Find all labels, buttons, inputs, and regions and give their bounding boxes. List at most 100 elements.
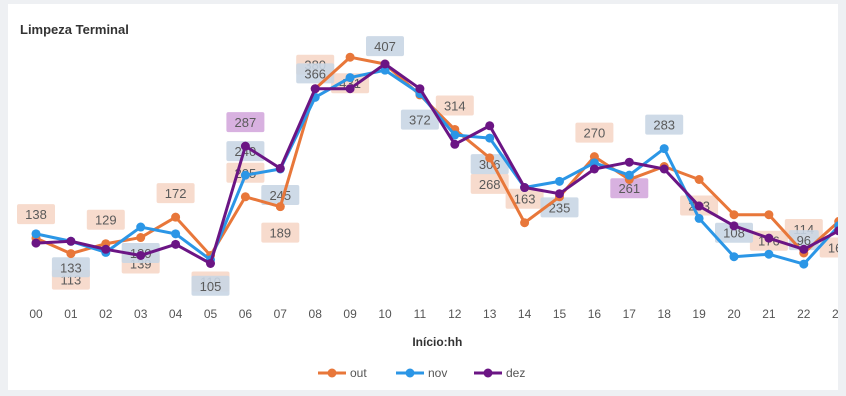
point-nov-19 <box>694 213 704 223</box>
chart-card: Limpeza Terminal 13811312913917211020518… <box>8 4 838 390</box>
point-dez-15 <box>555 189 564 199</box>
point-dez-22 <box>799 244 809 254</box>
point-out-07 <box>275 202 285 212</box>
point-nov-16 <box>589 158 599 168</box>
x-tick-15: 15 <box>553 307 567 321</box>
data-label-box-nov-18 <box>645 114 684 135</box>
data-label-nov-11: 372 <box>409 113 431 128</box>
data-label-out-12: 314 <box>444 98 466 113</box>
data-label-box-nov-10 <box>366 36 404 57</box>
point-nov-13 <box>485 133 495 143</box>
data-label-out-02: 129 <box>95 213 117 228</box>
data-label-nov-07: 245 <box>269 188 291 203</box>
data-label-box-out-16 <box>575 122 614 143</box>
series-line-dez <box>35 62 838 265</box>
point-out-09 <box>345 52 355 62</box>
legend-label-out: out <box>350 366 367 380</box>
x-tick-00: 00 <box>29 307 43 321</box>
data-label-nov-10: 407 <box>374 39 396 54</box>
point-out-16 <box>589 152 599 162</box>
data-label-box-dez-06 <box>226 112 265 133</box>
data-label-dez-06: 287 <box>235 115 257 130</box>
data-label-out-16: 270 <box>584 126 606 141</box>
x-tick-11: 11 <box>414 307 427 321</box>
data-label-box-out-00 <box>17 204 55 225</box>
data-label-nov-08: 366 <box>304 66 326 81</box>
point-dez-03 <box>136 250 146 260</box>
data-label-nov-01: 133 <box>60 260 82 275</box>
legend-marker-dez <box>483 368 493 378</box>
point-dez-12 <box>450 139 460 149</box>
point-dez-14 <box>520 183 530 193</box>
data-label-box-dez-17 <box>610 178 649 199</box>
point-dez-18 <box>659 164 669 174</box>
data-label-out-14: 163 <box>514 192 536 207</box>
point-dez-02 <box>101 244 111 254</box>
legend-marker-nov <box>405 368 415 378</box>
data-label-box-out-13 <box>470 173 509 194</box>
point-dez-16 <box>589 164 599 174</box>
data-label-box-nov-07 <box>261 185 300 205</box>
point-dez-11 <box>415 84 425 94</box>
point-out-19 <box>694 175 704 184</box>
data-label-out-07: 189 <box>269 226 291 241</box>
x-tick-21: 21 <box>762 307 776 321</box>
x-tick-03: 03 <box>134 307 148 321</box>
point-nov-20 <box>729 252 739 262</box>
point-dez-00 <box>31 238 41 248</box>
point-nov-06 <box>240 170 250 180</box>
point-nov-18 <box>659 144 669 154</box>
point-nov-03 <box>136 222 146 232</box>
point-dez-09 <box>345 84 355 94</box>
x-tick-13: 13 <box>483 307 497 321</box>
point-dez-21 <box>764 233 774 243</box>
x-tick-23: 23 <box>832 307 838 321</box>
point-out-20 <box>729 210 739 220</box>
legend-label-nov: nov <box>428 366 447 380</box>
point-dez-06 <box>240 141 250 151</box>
x-tick-01: 01 <box>64 307 78 321</box>
point-out-03 <box>136 233 146 243</box>
point-dez-04 <box>171 239 181 249</box>
point-nov-12 <box>450 130 460 140</box>
x-axis-title: Início:hh <box>412 335 462 349</box>
point-nov-10 <box>380 65 390 75</box>
x-tick-02: 02 <box>99 307 113 321</box>
point-nov-15 <box>555 176 564 186</box>
point-nov-17 <box>624 170 634 180</box>
x-tick-10: 10 <box>378 307 392 321</box>
point-out-06 <box>240 192 250 202</box>
data-label-out-13: 268 <box>479 177 501 192</box>
data-label-nov-05: 105 <box>200 279 222 294</box>
x-tick-22: 22 <box>797 307 811 321</box>
data-label-out-23: 165 <box>828 241 838 256</box>
point-nov-09 <box>345 73 355 83</box>
x-tick-20: 20 <box>727 307 741 321</box>
legend-label-dez: dez <box>506 366 525 380</box>
data-label-box-nov-01 <box>51 257 90 278</box>
point-out-01 <box>66 249 76 259</box>
point-dez-01 <box>66 236 76 246</box>
data-label-box-out-04 <box>156 183 195 204</box>
data-label-nov-20: 108 <box>723 226 745 241</box>
point-dez-10 <box>380 59 390 69</box>
line-chart: 1381131291391721102051893804313142681632… <box>17 36 838 380</box>
data-label-box-out-12 <box>435 95 474 116</box>
x-tick-09: 09 <box>343 307 357 321</box>
point-dez-07 <box>275 163 285 173</box>
point-dez-08 <box>310 84 320 94</box>
x-tick-12: 12 <box>448 307 462 321</box>
point-out-14 <box>520 218 530 228</box>
x-tick-04: 04 <box>169 307 183 321</box>
point-dez-13 <box>485 121 495 131</box>
point-dez-19 <box>694 201 704 211</box>
data-label-box-nov-05 <box>191 275 230 296</box>
point-out-21 <box>764 210 774 220</box>
data-label-box-out-07 <box>261 222 300 243</box>
data-label-nov-22: 96 <box>797 233 811 248</box>
point-nov-21 <box>764 249 774 259</box>
data-label-out-00: 138 <box>25 207 47 222</box>
point-out-13 <box>485 153 495 163</box>
point-dez-23 <box>834 226 838 236</box>
data-label-out-04: 172 <box>165 186 187 201</box>
